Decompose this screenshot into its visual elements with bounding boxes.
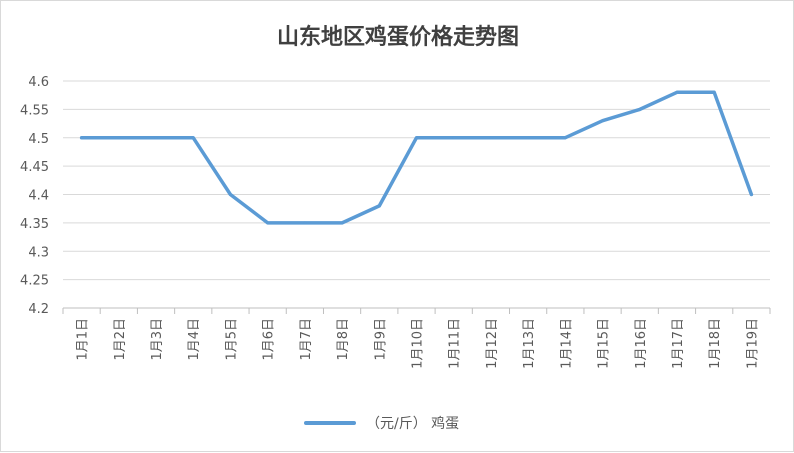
- x-tick-label: 1月11日: [448, 318, 463, 369]
- x-tick-label: 1月19日: [745, 318, 760, 369]
- data-point: [749, 193, 753, 196]
- data-point: [563, 136, 567, 140]
- y-axis-ticks: 4.2 4.25 4.3 4.35 4.4 4.45 4.5 4.55 4.6: [20, 75, 49, 317]
- x-tick-label: 1月5日: [224, 318, 239, 361]
- x-tick-label: 1月14日: [559, 318, 574, 369]
- x-axis-ticks: 1月1日 1月2日 1月3日 1月4日 1月5日 1月6日 1月7日 1月8日 1月9日 1月10…: [76, 318, 761, 369]
- x-tick-label: 1月10日: [411, 318, 426, 369]
- x-tick-label: 1月1日: [76, 318, 91, 361]
- y-tick-label: 4.55: [20, 103, 49, 118]
- data-point: [712, 90, 716, 94]
- data-point: [452, 136, 456, 140]
- data-point: [266, 221, 270, 225]
- x-tick-label: 1月12日: [485, 318, 500, 369]
- data-point: [526, 136, 530, 140]
- y-tick-label: 4.3: [28, 245, 49, 260]
- y-tick-label: 4.35: [20, 217, 49, 232]
- y-tick-label: 4.5: [28, 132, 49, 147]
- data-point: [377, 204, 381, 208]
- x-tick-label: 1月18日: [708, 318, 723, 369]
- data-point: [601, 119, 605, 123]
- data-point: [80, 136, 84, 140]
- x-tick-label: 1月6日: [262, 318, 277, 361]
- x-tick-label: 1月13日: [522, 318, 537, 369]
- data-point: [117, 136, 121, 140]
- data-point: [154, 136, 158, 140]
- data-point: [415, 136, 418, 140]
- data-point: [191, 136, 195, 140]
- x-tick-label: 1月4日: [187, 318, 202, 361]
- x-tick-label: 1月2日: [113, 318, 128, 361]
- y-tick-label: 4.2: [28, 302, 49, 317]
- y-tick-label: 4.45: [20, 160, 49, 175]
- data-point: [228, 193, 232, 196]
- legend: （元/斤） 鸡蛋: [304, 415, 459, 432]
- data-point: [340, 221, 344, 225]
- x-tick-label: 1月7日: [299, 318, 314, 361]
- data-point: [638, 107, 642, 111]
- y-tick-label: 4.6: [28, 75, 49, 90]
- x-tick-label: 1月3日: [150, 318, 165, 361]
- gridlines: [62, 80, 771, 314]
- series-layer: [79, 90, 754, 225]
- x-tick-label: 1月9日: [373, 318, 388, 361]
- series-line: [79, 90, 754, 225]
- x-tick-label: 1月17日: [671, 318, 686, 369]
- data-point: [489, 136, 493, 140]
- data-point: [675, 90, 679, 94]
- x-tick-label: 1月8日: [336, 318, 351, 361]
- y-tick-label: 4.4: [28, 189, 49, 204]
- chart-title: 山东地区鸡蛋价格走势图: [277, 24, 519, 50]
- legend-label: （元/斤） 鸡蛋: [366, 415, 459, 432]
- data-point: [303, 221, 307, 225]
- y-tick-label: 4.25: [20, 274, 49, 289]
- x-tick-label: 1月15日: [597, 318, 612, 369]
- x-tick-label: 1月16日: [634, 318, 649, 369]
